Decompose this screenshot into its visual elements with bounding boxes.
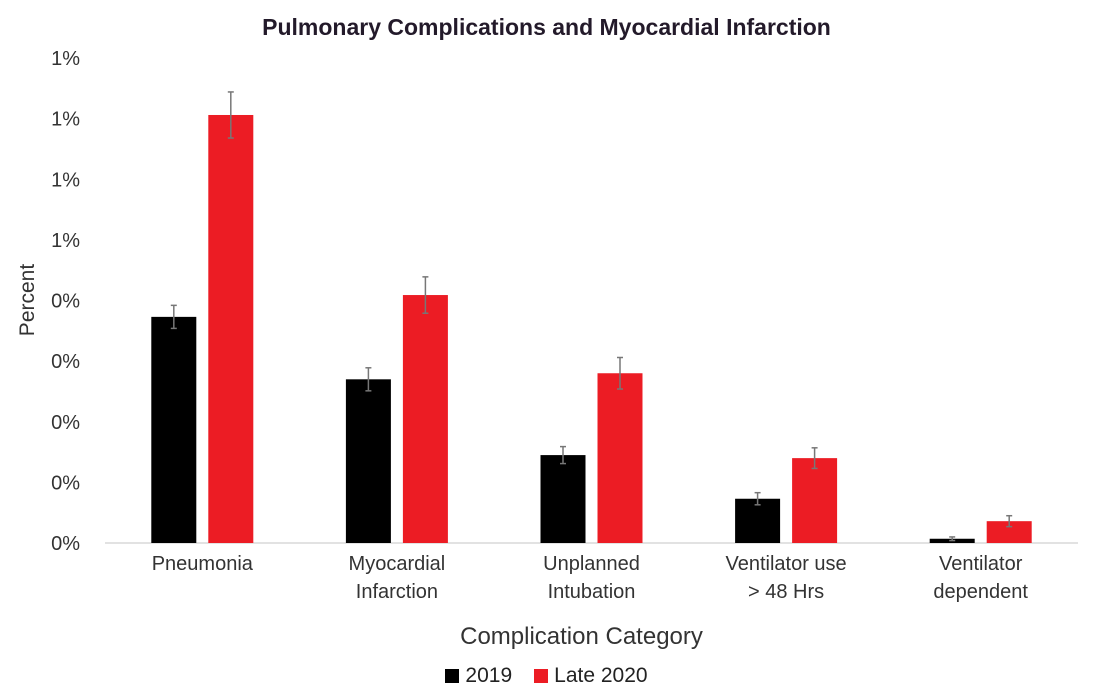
y-tick-label: 0% xyxy=(51,412,80,434)
x-tick-label: Ventilator use xyxy=(725,553,846,575)
legend-swatch-2019 xyxy=(445,669,460,683)
bar-late-2020 xyxy=(597,373,643,543)
x-tick-label: Ventilator xyxy=(939,553,1023,575)
x-tick-label: Pneumonia xyxy=(152,553,254,575)
x-tick-label: Myocardial xyxy=(349,553,446,575)
bar-late-2020 xyxy=(792,458,838,543)
y-tick-label: 0% xyxy=(51,472,80,494)
legend: 2019 Late 2020 xyxy=(0,664,1093,688)
x-tick-label: dependent xyxy=(933,581,1028,603)
legend-swatch-late-2020 xyxy=(534,669,549,683)
x-axis-title: Complication Category xyxy=(460,623,703,650)
bar-late-2020 xyxy=(402,295,448,543)
y-tick-label: 0% xyxy=(51,351,80,373)
legend-item-late-2020: Late 2020 xyxy=(534,664,648,688)
legend-label-late-2020: Late 2020 xyxy=(554,664,648,687)
x-tick-label: Intubation xyxy=(548,581,636,603)
y-tick-label: 1% xyxy=(51,230,80,252)
x-tick-label: Infarction xyxy=(356,581,438,603)
y-axis-title: Percent xyxy=(16,264,39,337)
y-tick-label: 0% xyxy=(51,533,80,555)
y-tick-label: 0% xyxy=(51,291,80,313)
y-tick-label: 1% xyxy=(51,109,80,131)
bar-2019 xyxy=(345,379,391,543)
legend-item-2019: 2019 xyxy=(445,664,512,688)
legend-label-2019: 2019 xyxy=(465,664,513,687)
x-tick-label: > 48 Hrs xyxy=(748,581,824,603)
x-tick-label: Unplanned xyxy=(543,553,640,575)
y-tick-label: 1% xyxy=(51,169,80,191)
y-tick-label: 1% xyxy=(51,48,80,70)
bar-2019 xyxy=(540,455,586,543)
bar-2019 xyxy=(735,498,781,543)
chart-title: Pulmonary Complications and Myocardial I… xyxy=(262,14,831,40)
bar-2019 xyxy=(151,316,197,543)
bar-late-2020 xyxy=(986,521,1032,543)
bar-late-2020 xyxy=(208,114,254,544)
